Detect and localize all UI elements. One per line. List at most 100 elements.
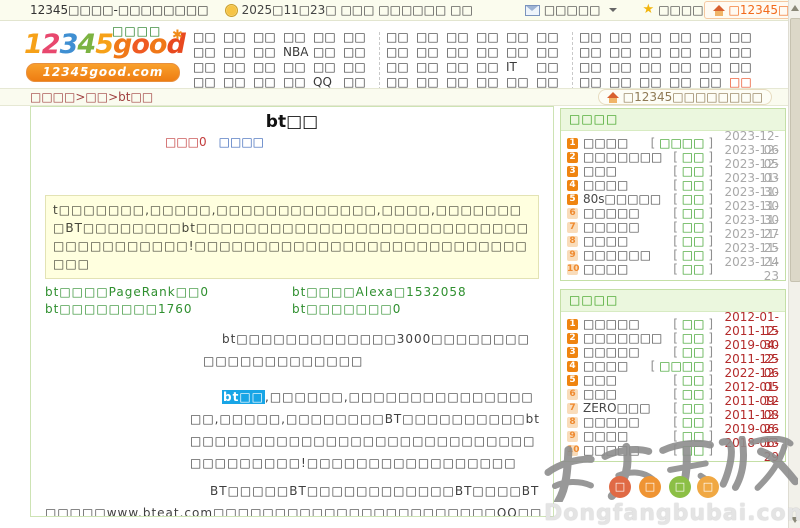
nav-link[interactable]: □□ bbox=[506, 45, 529, 59]
nav-link[interactable]: □□ bbox=[609, 75, 632, 89]
nav-link[interactable]: □□ bbox=[416, 60, 439, 74]
breadcrumb-home[interactable]: □□□□ bbox=[30, 90, 76, 104]
nav-link[interactable]: □□ bbox=[223, 60, 246, 74]
nav-link[interactable]: □□ bbox=[253, 30, 276, 44]
nav-link[interactable]: □□ bbox=[476, 45, 499, 59]
category-link[interactable]: [ □□ ] bbox=[673, 387, 713, 401]
category-link[interactable]: [ □□□□ ] bbox=[650, 359, 713, 373]
category-link[interactable]: [ □□ ] bbox=[673, 178, 713, 192]
site-link[interactable]: ZERO□□□ bbox=[583, 401, 651, 415]
site-logo[interactable]: 12345good □□□□ ✱ 12345good.com bbox=[24, 24, 189, 86]
category-link[interactable]: [ □□ ] bbox=[673, 443, 713, 457]
nav-link[interactable]: □□ bbox=[313, 45, 336, 59]
nav-link[interactable]: □□ bbox=[729, 60, 752, 74]
category-link[interactable]: [ □□ ] bbox=[673, 234, 713, 248]
list-item[interactable]: 5 80s□□□□□ [ □□ ] 2023-11-30 bbox=[567, 185, 779, 213]
list-item[interactable]: 2 □□□□□□□ [ □□ ] 2023-12-05 bbox=[567, 143, 779, 171]
site-link[interactable]: □□□□ bbox=[583, 359, 629, 373]
nav-link[interactable]: □□ bbox=[416, 45, 439, 59]
nav-link[interactable]: □□ bbox=[729, 30, 752, 44]
nav-link[interactable]: □□ bbox=[283, 75, 306, 89]
nav-link[interactable]: □□ bbox=[609, 60, 632, 74]
nav-link[interactable]: □□ bbox=[536, 60, 559, 74]
nav-link[interactable]: □□ bbox=[386, 45, 409, 59]
list-item[interactable]: 7 ZERO□□□ [ □□ ] 2011-09-08 bbox=[567, 394, 779, 422]
nav-link[interactable]: □□ bbox=[223, 45, 246, 59]
site-link[interactable]: □□□ bbox=[583, 164, 618, 178]
scrollbar[interactable] bbox=[788, 0, 800, 528]
site-link[interactable]: □□□ bbox=[583, 373, 618, 387]
site-link[interactable]: □□□□□ bbox=[583, 220, 640, 234]
site-link[interactable]: □□□□□ bbox=[583, 415, 640, 429]
scrollbar-thumb[interactable] bbox=[790, 18, 800, 282]
nav-link[interactable]: □□ bbox=[343, 30, 366, 44]
notice-label[interactable]: □12345□□□□□□□□□ bbox=[728, 3, 800, 17]
nav-link[interactable]: □□ bbox=[283, 30, 306, 44]
nav-link[interactable]: □□ bbox=[669, 30, 692, 44]
list-item[interactable]: 3 □□□□□ [ □□ ] 2019-04-25 bbox=[567, 338, 779, 366]
nav-link[interactable]: □□ bbox=[729, 45, 752, 59]
site-link[interactable]: □□□□ bbox=[583, 429, 629, 443]
nav-link[interactable]: □□ bbox=[476, 60, 499, 74]
nav-link[interactable]: □□ bbox=[446, 30, 469, 44]
nav-link[interactable]: □□ bbox=[639, 75, 662, 89]
nav-link[interactable]: IT bbox=[506, 60, 517, 74]
list-item[interactable]: 1 □□□□□ [ □□ ] 2012-01-15 bbox=[567, 310, 779, 338]
category-link[interactable]: [ □□ ] bbox=[673, 262, 713, 276]
site-link[interactable]: □□□□ bbox=[583, 234, 629, 248]
nav-link[interactable]: □□ bbox=[193, 45, 216, 59]
category-link[interactable]: [ □□ ] bbox=[673, 220, 713, 234]
nav-link[interactable]: □□ bbox=[609, 30, 632, 44]
nav-link[interactable]: □□ bbox=[343, 75, 366, 89]
nav-link[interactable]: □□ bbox=[223, 75, 246, 89]
nav-link[interactable]: □□ bbox=[313, 30, 336, 44]
favorites-link[interactable]: ★ □□□□ bbox=[643, 3, 704, 17]
site-link[interactable]: 80s□□□□□ bbox=[583, 192, 662, 206]
list-item[interactable]: 9 □□□□□□ [ □□ ] 2023-11-24 bbox=[567, 241, 779, 269]
nav-link[interactable]: □□ bbox=[283, 60, 306, 74]
mail-link[interactable]: □□□□□ bbox=[524, 3, 617, 17]
nav-link[interactable]: □□ bbox=[669, 75, 692, 89]
list-item[interactable]: 10 □□□□ [ □□ ] 2023-11-23 bbox=[567, 255, 779, 283]
list-item[interactable]: 2 □□□□□□□ [ □□ ] 2011-12-30 bbox=[567, 324, 779, 352]
nav-link[interactable]: □□ bbox=[536, 30, 559, 44]
category-link[interactable]: [ □□ ] bbox=[673, 248, 713, 262]
nav-link[interactable]: NBA bbox=[283, 45, 309, 59]
site-link[interactable]: □□□□□ bbox=[583, 345, 640, 359]
nav-link[interactable]: □□ bbox=[669, 60, 692, 74]
nav-link[interactable]: □□ bbox=[476, 75, 499, 89]
category-link[interactable]: [ □□ ] bbox=[673, 331, 713, 345]
nav-link[interactable]: □□ bbox=[343, 45, 366, 59]
category-link[interactable]: [ □□ ] bbox=[673, 164, 713, 178]
site-link[interactable]: □□□□ bbox=[583, 178, 629, 192]
nav-link[interactable]: □□ bbox=[193, 30, 216, 44]
nav-link[interactable]: □□ bbox=[579, 45, 602, 59]
list-item[interactable]: 8 □□□□ [ □□ ] 2023-11-25 bbox=[567, 227, 779, 255]
list-item[interactable]: 8 □□□□□ [ □□ ] 2011-12-26 bbox=[567, 408, 779, 436]
site-link[interactable]: □□□□□ bbox=[583, 443, 640, 457]
nav-link[interactable]: □□ bbox=[639, 60, 662, 74]
nav-link[interactable]: □□ bbox=[639, 45, 662, 59]
site-link[interactable]: □□□□ bbox=[583, 262, 629, 276]
nav-link[interactable]: □□ bbox=[253, 75, 276, 89]
category-link[interactable]: [ □□ ] bbox=[673, 150, 713, 164]
site-link[interactable]: □□□□□ bbox=[583, 206, 640, 220]
nav-link[interactable]: □□ bbox=[343, 60, 366, 74]
nav-link[interactable]: □□ bbox=[313, 60, 336, 74]
category-link[interactable]: [ □□ ] bbox=[673, 345, 713, 359]
site-link[interactable]: □□□□□ bbox=[583, 317, 640, 331]
nav-link[interactable]: □□ bbox=[193, 60, 216, 74]
nav-link[interactable]: □□ bbox=[446, 75, 469, 89]
nav-link[interactable]: □□ bbox=[446, 60, 469, 74]
nav-link[interactable]: □□ bbox=[579, 30, 602, 44]
nav-link[interactable]: □□ bbox=[416, 30, 439, 44]
nav-link[interactable]: □□ bbox=[386, 75, 409, 89]
nav-link[interactable]: □□ bbox=[386, 30, 409, 44]
nav-link[interactable]: □□ bbox=[699, 60, 722, 74]
mail-label[interactable]: □□□□□ bbox=[543, 3, 601, 17]
set-homepage-label[interactable]: □12345□□□□□□□□ bbox=[622, 90, 763, 104]
site-link[interactable]: □□□ bbox=[583, 387, 618, 401]
category-link[interactable]: [ □□ ] bbox=[673, 317, 713, 331]
nav-link[interactable]: □□ bbox=[536, 75, 559, 89]
nav-link[interactable]: □□ bbox=[476, 30, 499, 44]
